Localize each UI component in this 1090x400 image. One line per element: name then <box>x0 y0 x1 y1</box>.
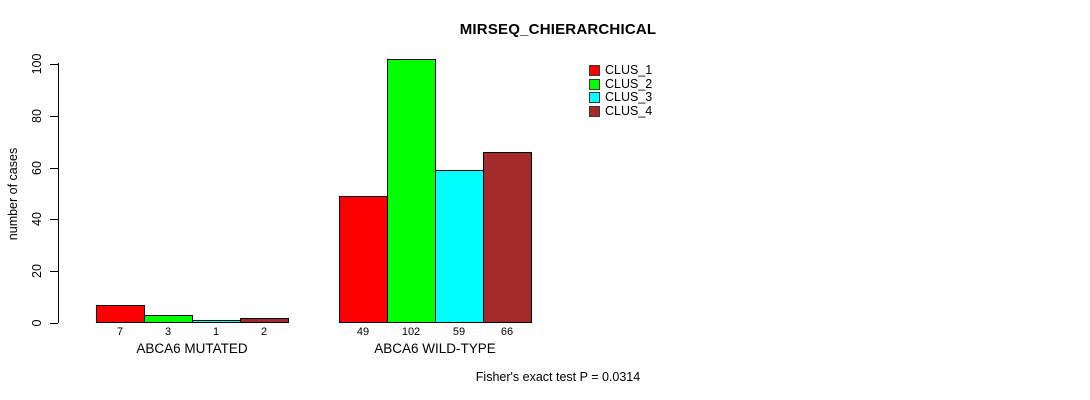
legend-swatch-clus_4 <box>589 105 600 117</box>
legend-label-clus_1: CLUS_1 <box>605 63 653 78</box>
y-axis-tick <box>50 271 58 273</box>
y-axis-tick-label: 100 <box>30 53 44 75</box>
category-label-wild-type: ABCA6 WILD-TYPE <box>374 341 496 356</box>
bar-clus_1-wild-type <box>339 196 388 323</box>
bar-clus_4-wild-type <box>483 152 532 323</box>
legend-item-clus_1: CLUS_1 <box>589 64 652 78</box>
bar-clus_2-mutated <box>144 315 193 323</box>
legend-item-clus_2: CLUS_2 <box>589 76 653 92</box>
legend: CLUS_1 CLUS_2 CLUS_3 CLUS_4 <box>589 64 652 118</box>
bar-clus_4-mutated <box>240 317 289 323</box>
y-axis-tick <box>50 219 58 221</box>
y-axis-tick-label: 60 <box>30 160 44 175</box>
legend-swatch-clus_2 <box>589 78 600 90</box>
bar-clus_3-wild-type <box>435 170 484 323</box>
y-axis-tick <box>50 323 58 324</box>
bar-value-label: 66 <box>500 326 514 338</box>
y-axis-tick-label: 80 <box>30 108 44 123</box>
y-axis-tick-label: 20 <box>30 264 44 279</box>
bar-value-label: 1 <box>212 326 220 338</box>
legend-swatch-clus_3 <box>589 92 600 104</box>
y-axis-line <box>58 63 59 323</box>
y-axis-tick <box>50 64 58 65</box>
legend-item-clus_4: CLUS_4 <box>589 103 653 119</box>
chart-title: MIRSEQ_CHIERARCHICAL <box>459 21 657 38</box>
bar-value-label: 3 <box>164 326 172 338</box>
legend-swatch-clus_1 <box>589 65 600 77</box>
fisher-test-annotation: Fisher's exact test P = 0.0314 <box>475 370 641 384</box>
bar-value-label: 2 <box>260 326 268 338</box>
y-axis-tick-label: 0 <box>30 319 44 327</box>
bar-clus_2-wild-type <box>387 58 436 323</box>
legend-label-clus_3: CLUS_3 <box>605 90 653 105</box>
bar-value-label: 59 <box>452 326 466 338</box>
legend-label-clus_4: CLUS_4 <box>605 103 653 118</box>
bar-value-label: 7 <box>116 326 124 338</box>
bar-clus_1-mutated <box>96 304 145 323</box>
bar-value-label: 49 <box>356 326 370 338</box>
bar-clus_3-mutated <box>192 320 241 323</box>
legend-label-clus_2: CLUS_2 <box>605 76 653 91</box>
y-axis-tick-label: 40 <box>30 212 44 227</box>
bar-value-label: 102 <box>401 326 421 338</box>
y-axis-tick <box>50 167 58 169</box>
category-label-mutated: ABCA6 MUTATED <box>136 341 248 356</box>
legend-item-clus_3: CLUS_3 <box>589 91 652 105</box>
y-axis-tick <box>50 115 58 117</box>
